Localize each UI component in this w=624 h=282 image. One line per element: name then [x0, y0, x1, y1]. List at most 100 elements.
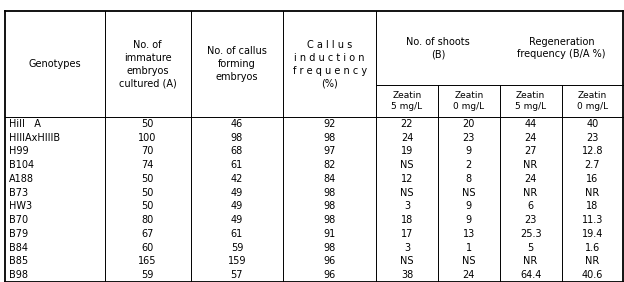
- Text: B79: B79: [9, 229, 28, 239]
- Text: 49: 49: [231, 188, 243, 198]
- Text: 12.8: 12.8: [582, 146, 603, 157]
- Text: 40.6: 40.6: [582, 270, 603, 280]
- Text: B70: B70: [9, 215, 28, 225]
- Text: HW3: HW3: [9, 201, 32, 212]
- Text: 24: 24: [524, 133, 537, 143]
- Text: 67: 67: [142, 229, 154, 239]
- Text: 42: 42: [231, 174, 243, 184]
- Text: 3: 3: [404, 201, 410, 212]
- Text: 59: 59: [231, 243, 243, 253]
- Text: 49: 49: [231, 215, 243, 225]
- Text: 13: 13: [462, 229, 475, 239]
- Text: 50: 50: [142, 188, 154, 198]
- Text: 159: 159: [228, 256, 246, 266]
- Text: 20: 20: [462, 119, 475, 129]
- Text: H99: H99: [9, 146, 28, 157]
- Text: NS: NS: [462, 188, 475, 198]
- Text: 22: 22: [401, 119, 413, 129]
- Text: 44: 44: [525, 119, 537, 129]
- Text: HIIIAxHIIIB: HIIIAxHIIIB: [9, 133, 60, 143]
- Text: 9: 9: [466, 146, 472, 157]
- Text: 24: 24: [524, 174, 537, 184]
- Text: 19.4: 19.4: [582, 229, 603, 239]
- Text: 40: 40: [587, 119, 598, 129]
- Text: 57: 57: [231, 270, 243, 280]
- Text: 9: 9: [466, 215, 472, 225]
- Text: B98: B98: [9, 270, 27, 280]
- Text: 24: 24: [401, 133, 413, 143]
- Text: 49: 49: [231, 201, 243, 212]
- Text: 27: 27: [524, 146, 537, 157]
- Text: 80: 80: [142, 215, 154, 225]
- Text: 100: 100: [139, 133, 157, 143]
- Text: 96: 96: [323, 270, 336, 280]
- Text: 82: 82: [323, 160, 336, 170]
- Text: 98: 98: [323, 188, 336, 198]
- Text: 96: 96: [323, 256, 336, 266]
- Text: 23: 23: [462, 133, 475, 143]
- Text: 19: 19: [401, 146, 413, 157]
- Text: 1: 1: [466, 243, 472, 253]
- Text: 5: 5: [527, 243, 534, 253]
- Text: 9: 9: [466, 201, 472, 212]
- Text: 18: 18: [587, 201, 598, 212]
- Text: 16: 16: [587, 174, 598, 184]
- Text: 98: 98: [323, 201, 336, 212]
- Text: 91: 91: [323, 229, 336, 239]
- Text: C a l l u s
i n d u c t i o n
f r e q u e n c y
(%): C a l l u s i n d u c t i o n f r e q u …: [293, 40, 367, 88]
- Text: NS: NS: [400, 256, 414, 266]
- Text: NR: NR: [524, 160, 538, 170]
- Text: Zeatin
0 mg/L: Zeatin 0 mg/L: [577, 91, 608, 111]
- Text: No. of callus
forming
embryos: No. of callus forming embryos: [207, 46, 267, 82]
- Text: 8: 8: [466, 174, 472, 184]
- Text: 50: 50: [142, 201, 154, 212]
- Text: NS: NS: [400, 188, 414, 198]
- Text: 38: 38: [401, 270, 413, 280]
- Text: 98: 98: [323, 215, 336, 225]
- Text: NS: NS: [462, 256, 475, 266]
- Text: No. of
immature
embryos
cultured (A): No. of immature embryos cultured (A): [119, 40, 177, 88]
- Text: No. of shoots
(B): No. of shoots (B): [406, 37, 470, 59]
- Text: HiII   A: HiII A: [9, 119, 41, 129]
- Text: 61: 61: [231, 229, 243, 239]
- Text: B84: B84: [9, 243, 27, 253]
- Text: 98: 98: [231, 133, 243, 143]
- Text: Zeatin
0 mg/L: Zeatin 0 mg/L: [453, 91, 484, 111]
- Text: 23: 23: [587, 133, 598, 143]
- Text: B85: B85: [9, 256, 28, 266]
- Text: NR: NR: [585, 256, 600, 266]
- Text: 23: 23: [524, 215, 537, 225]
- Text: 98: 98: [323, 243, 336, 253]
- Text: B104: B104: [9, 160, 34, 170]
- Text: Genotypes: Genotypes: [29, 59, 81, 69]
- Text: 59: 59: [142, 270, 154, 280]
- Text: 2: 2: [466, 160, 472, 170]
- Text: Zeatin
5 mg/L: Zeatin 5 mg/L: [391, 91, 422, 111]
- Text: NR: NR: [524, 188, 538, 198]
- Text: 50: 50: [142, 119, 154, 129]
- Text: Zeatin
5 mg/L: Zeatin 5 mg/L: [515, 91, 546, 111]
- Text: B73: B73: [9, 188, 28, 198]
- Text: 60: 60: [142, 243, 154, 253]
- Text: 2.7: 2.7: [585, 160, 600, 170]
- Text: 6: 6: [527, 201, 534, 212]
- Text: 84: 84: [323, 174, 336, 184]
- Text: Regeneration
frequency (B/A %): Regeneration frequency (B/A %): [517, 37, 606, 59]
- Text: 24: 24: [462, 270, 475, 280]
- Text: 50: 50: [142, 174, 154, 184]
- Text: 64.4: 64.4: [520, 270, 541, 280]
- Text: 61: 61: [231, 160, 243, 170]
- Text: NR: NR: [524, 256, 538, 266]
- Text: 25.3: 25.3: [520, 229, 542, 239]
- Text: 165: 165: [139, 256, 157, 266]
- Text: 98: 98: [323, 133, 336, 143]
- Text: 12: 12: [401, 174, 413, 184]
- Text: 1.6: 1.6: [585, 243, 600, 253]
- Text: 70: 70: [142, 146, 154, 157]
- Text: 3: 3: [404, 243, 410, 253]
- Text: 18: 18: [401, 215, 413, 225]
- Text: 11.3: 11.3: [582, 215, 603, 225]
- Text: 17: 17: [401, 229, 413, 239]
- Text: 46: 46: [231, 119, 243, 129]
- Text: 68: 68: [231, 146, 243, 157]
